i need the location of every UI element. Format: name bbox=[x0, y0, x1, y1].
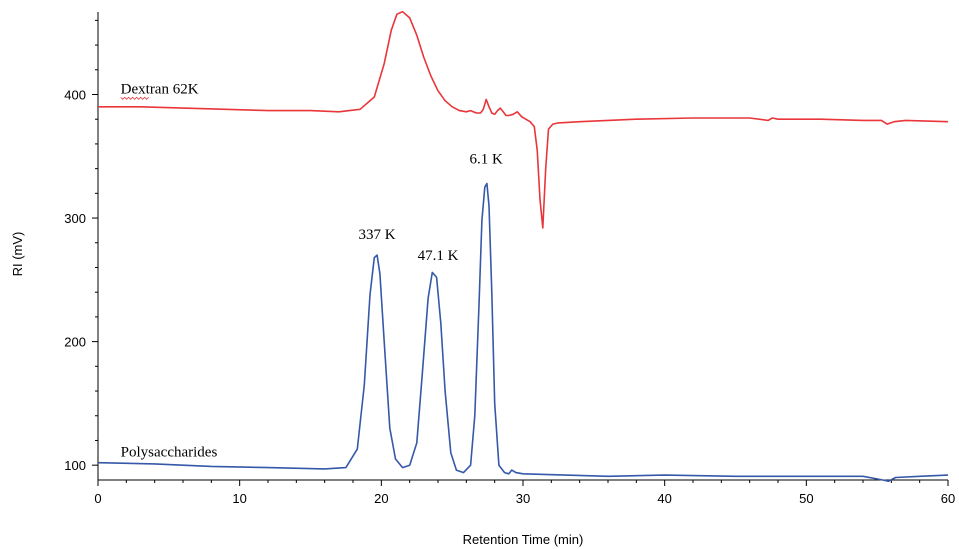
spellcheck-underline bbox=[120, 96, 149, 100]
axes: 0 10 20 30 40 50 60 100 200 300 400 bbox=[64, 12, 955, 506]
x-tick-label: 0 bbox=[94, 491, 101, 506]
y-tick-label: 400 bbox=[64, 87, 86, 102]
x-tick-label: 30 bbox=[516, 491, 530, 506]
series-label: Dextran 62K bbox=[121, 81, 199, 97]
x-tick-label: 50 bbox=[799, 491, 813, 506]
x-tick-label: 40 bbox=[657, 491, 671, 506]
peak-label: 47.1 K bbox=[418, 248, 459, 264]
y-tick-label: 100 bbox=[64, 458, 86, 473]
traces bbox=[97, 10, 949, 482]
y-tick-label: 200 bbox=[64, 335, 86, 350]
x-tick-label: 60 bbox=[941, 491, 955, 506]
peak-label: 6.1 K bbox=[469, 152, 503, 168]
peak-label: 337 K bbox=[359, 227, 396, 243]
series-line-polysaccharides bbox=[97, 182, 949, 482]
series-line-dextran bbox=[98, 10, 949, 229]
series-label: Polysaccharides bbox=[121, 445, 218, 461]
x-tick-label: 20 bbox=[374, 491, 388, 506]
y-tick-label: 300 bbox=[64, 211, 86, 226]
x-axis-title: Retention Time (min) bbox=[463, 532, 584, 547]
labels: Dextran 62K Polysaccharides 337 K 47.1 K 6.1… bbox=[120, 81, 503, 461]
y-axis-title: RI (mV) bbox=[10, 232, 25, 277]
x-tick-label: 10 bbox=[232, 491, 246, 506]
